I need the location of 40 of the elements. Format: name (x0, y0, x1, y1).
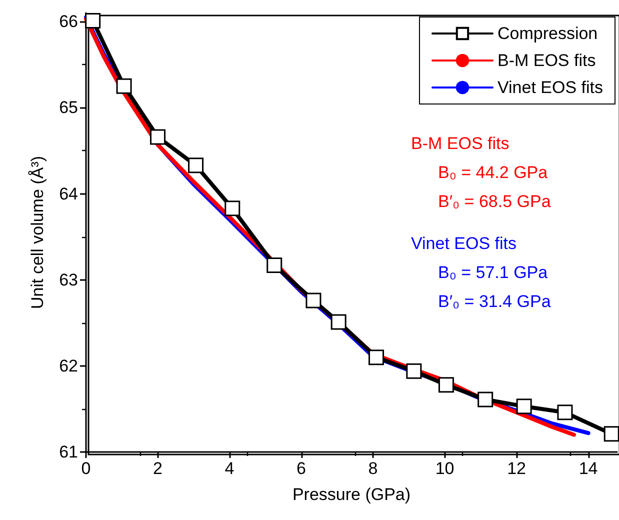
point (188, 158, 204, 174)
annotation: B₀ = 57.1 GPa (438, 263, 548, 282)
point (438, 377, 454, 393)
y-tick-label: 66 (59, 12, 78, 32)
point (557, 404, 573, 420)
annotation: B₀ = 44.2 GPa (438, 163, 548, 182)
legend-label: Vinet EOS fits (497, 78, 604, 97)
annotation: Vinet EOS fits (411, 234, 517, 253)
point (406, 363, 422, 379)
y-tick-label: 64 (59, 184, 78, 204)
point (224, 200, 240, 216)
point (368, 350, 384, 366)
y-tick-label: 61 (59, 442, 78, 462)
x-axis-title: Pressure (GPa) (292, 485, 411, 504)
y-tick-label: 62 (59, 356, 78, 376)
legend-label: Compression (497, 24, 598, 43)
x-tick-label: 8 (368, 459, 378, 478)
x-tick-label: 6 (296, 459, 306, 478)
point (306, 292, 322, 308)
x-tick-label: 2 (153, 459, 162, 478)
x-tick-label: 14 (578, 459, 598, 478)
point (478, 392, 494, 408)
x-tick-label: 10 (435, 459, 454, 478)
annotation: B-M EOS fits (411, 134, 510, 153)
point (604, 426, 619, 442)
point (266, 257, 282, 273)
point (85, 12, 101, 28)
annotation: B′₀ = 68.5 GPa (438, 192, 552, 211)
annotation: B′₀ = 31.4 GPa (438, 292, 552, 311)
legend-label: B-M EOS fits (497, 51, 596, 70)
point (330, 314, 346, 330)
y-axis-title: Unit cell volume (Å³) (28, 156, 47, 310)
point (516, 398, 532, 414)
x-tick-label: 12 (507, 459, 526, 478)
point (150, 129, 166, 145)
x-tick-label: 4 (224, 459, 234, 478)
point (116, 78, 132, 94)
y-tick-label: 63 (59, 270, 78, 290)
y-tick-label: 65 (59, 98, 78, 118)
x-tick-label: 0 (81, 459, 91, 478)
